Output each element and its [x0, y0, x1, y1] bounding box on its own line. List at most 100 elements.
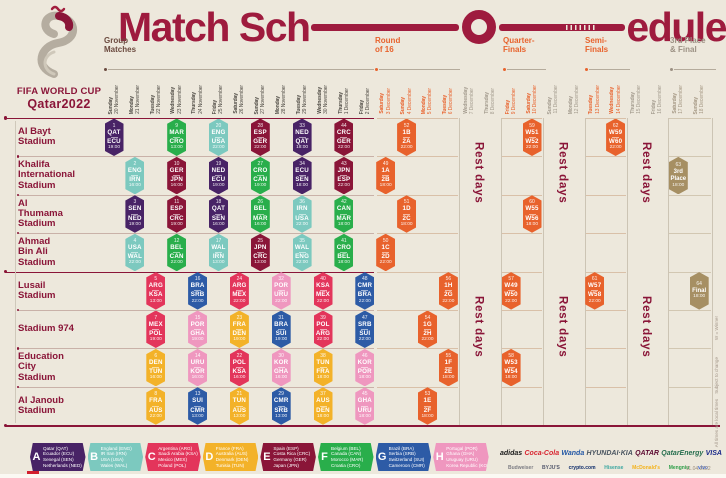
kickoff-time: 22:00: [170, 260, 183, 266]
date-value: 2 December: [364, 87, 371, 114]
legend-team-list: Spain (ESP) Costa Rica (CRC) Germany (GER)…: [273, 446, 310, 469]
kickoff-time: 16:00: [149, 375, 162, 381]
zone-row-separator: [668, 271, 711, 273]
row-separator: [18, 310, 374, 311]
away-team-code: SRB: [190, 291, 205, 299]
versus-divider: [298, 175, 306, 177]
kickoff-time: 22:00: [316, 337, 329, 343]
zone-row-separator: [585, 310, 626, 311]
kickoff-time: 19:00: [170, 221, 183, 227]
versus-divider: [235, 328, 243, 330]
match-badge-11: 11 ESP CRC 19:00: [167, 195, 187, 233]
date-label: Sunday 27 November: [250, 70, 271, 114]
home-team-code: KSA: [316, 282, 330, 290]
match-number: 8: [154, 391, 158, 398]
versus-divider: [591, 290, 599, 292]
legend-tile-E: E Spain (ESP) Costa Rica (CRC) Germany (GER…: [260, 443, 316, 471]
match-number: 24: [236, 276, 243, 283]
away-team-code: SRB: [274, 406, 289, 414]
date-label: Thursday 1 December: [333, 70, 354, 114]
kickoff-time: 18:00: [421, 413, 434, 419]
phase-underline-group: [108, 69, 374, 70]
date-day: Friday: [358, 99, 365, 114]
home-team-code: CRO: [336, 243, 352, 251]
legend-team: Switzerland (SUI): [388, 457, 425, 462]
match-badge-54: 54 1G 2H 22:00: [418, 310, 437, 348]
kickoff-time: 22:00: [296, 260, 309, 266]
date-value: 1 December: [343, 87, 350, 114]
schedule-note: W = Winner: [714, 316, 719, 341]
rest-days-label: Rest days: [640, 142, 652, 204]
legend-group-letter: H: [435, 451, 444, 463]
match-number: 2: [133, 161, 137, 168]
away-team-code: 2G: [444, 291, 453, 299]
phase-header-qf: Quarter- Finals: [503, 36, 535, 54]
phase-dot-fin: [670, 68, 673, 71]
legend-team: Saudi Arabia (KSA): [158, 451, 198, 457]
match-badge-64: 64 Final 18:00: [689, 272, 709, 310]
match-badge-42: 42 CAN MAR 18:00: [334, 195, 354, 233]
match-badge-9: 9 MAR CRO 13:00: [167, 118, 187, 156]
home-team-code: 1F: [444, 359, 453, 367]
date-label: Wednesday 7 December: [459, 70, 480, 114]
legend-team: Ecuador (ECU): [43, 451, 75, 457]
match-number: 39: [320, 314, 326, 321]
kickoff-time: 16:00: [233, 375, 246, 381]
zone-row-separator: [585, 233, 626, 234]
home-team-code: 1A: [381, 167, 390, 175]
stadium-name: Stadium 974: [18, 310, 98, 348]
row-separator: [18, 233, 374, 234]
stadium-name: Ahmad Bin Ali Stadium: [18, 233, 98, 271]
match-number: 16: [194, 276, 201, 283]
kickoff-time: 18:00: [296, 183, 309, 189]
legend-team-list: Qatar (QAT) Ecuador (ECU) Senegal (SEN) Net…: [43, 446, 82, 469]
stadium-name-text: Khalifa International Stadium: [18, 159, 76, 191]
match-number: 57: [508, 276, 514, 283]
match-number: 45: [362, 391, 368, 398]
match-badge-48: 48 CMR BRA 22:00: [355, 272, 375, 310]
match-badge-7: 7 MEX POL 19:00: [146, 310, 166, 348]
home-team-code: SRB: [357, 320, 372, 328]
kickoff-time: 13:00: [170, 145, 183, 151]
home-team-code: W59: [608, 128, 623, 136]
away-team-code: GHA: [274, 368, 289, 376]
match-badge-14: 14 URU KOR 16:00: [188, 348, 208, 387]
match-number: 18: [215, 199, 222, 206]
zone-row-separator: [377, 348, 458, 350]
date-day: Thursday: [337, 92, 344, 114]
away-team-code: MAR: [336, 214, 352, 222]
legend-team: Morocco (MAR): [331, 457, 364, 462]
away-team-code: AUS: [148, 406, 163, 414]
match-number: 32: [278, 276, 284, 283]
kickoff-time: 16:00: [275, 375, 288, 381]
date-label: Friday 2 December: [354, 70, 375, 114]
match-number: 42: [341, 199, 347, 206]
away-team-code: 2F: [423, 406, 432, 414]
zone-divider: [626, 118, 628, 425]
zone-row-separator: [377, 233, 458, 234]
versus-divider: [215, 136, 222, 138]
match-number: 15: [194, 314, 201, 321]
legend-tile-F: F Belgium (BEL) Canada (CAN) Morocco (MAR) C…: [318, 443, 374, 471]
match-badge-4: 4 USA WAL 22:00: [125, 233, 145, 272]
home-team-code: POL: [232, 359, 247, 367]
versus-divider: [507, 367, 515, 369]
home-team-code: WAL: [211, 243, 226, 251]
versus-divider: [152, 290, 160, 292]
match-badge-8: 8 FRA AUS 22:00: [146, 387, 166, 425]
kickoff-time: 22:00: [588, 298, 601, 304]
home-team-code: TUN: [232, 397, 247, 405]
date-label: Saturday 26 November: [229, 70, 250, 114]
legend-group-letter: E: [263, 451, 271, 463]
match-badge-44: 44 CRC GER 22:00: [334, 118, 354, 156]
stadium-name-text: Al Bayt Stadium: [18, 125, 56, 148]
separator-dot: [16, 308, 19, 312]
legend-team: Spain (ESP): [273, 445, 299, 451]
kickoff-time: 19:00: [128, 221, 141, 227]
away-team-code: 2B: [381, 176, 390, 184]
match-badge-27: 27 CRO CAN 19:00: [250, 156, 270, 195]
kickoff-time: 16:00: [128, 183, 141, 189]
versus-divider: [403, 136, 411, 138]
match-number: 34: [299, 161, 305, 168]
